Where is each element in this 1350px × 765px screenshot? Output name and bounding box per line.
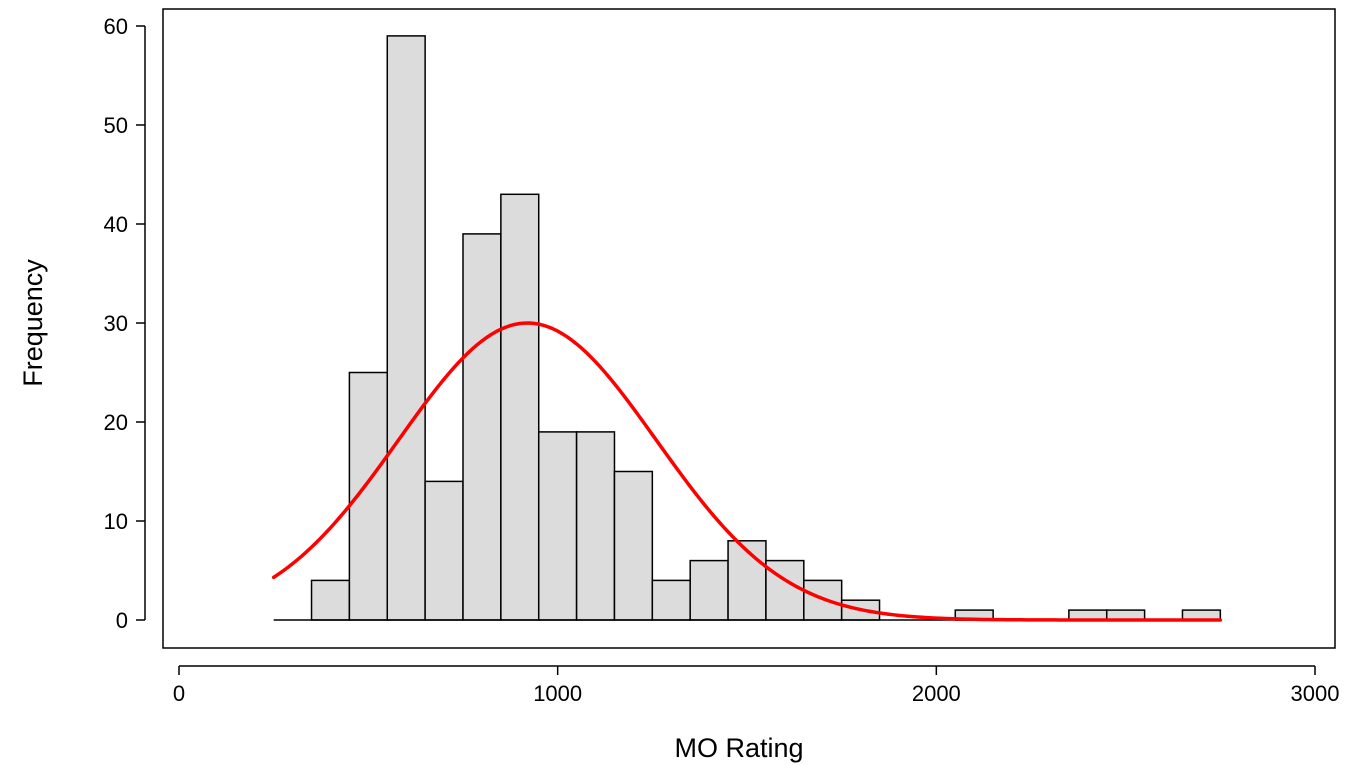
histogram-bar [310, 579, 351, 621]
x-tick-label: 3000 [1291, 681, 1340, 706]
histogram-bar [575, 431, 616, 621]
histogram-bar [689, 559, 729, 621]
y-tick-label: 20 [104, 410, 128, 435]
y-axis: 0 10 20 30 40 50 60 [104, 14, 146, 633]
histogram-bar [651, 579, 691, 621]
y-tick-label: 60 [104, 14, 128, 39]
y-tick-label: 0 [116, 608, 128, 633]
x-axis-title: MO Rating [674, 733, 803, 763]
x-tick-label: 1000 [533, 681, 582, 706]
y-tick-label: 40 [104, 212, 128, 237]
histogram-bar [613, 470, 654, 621]
histogram-bar [386, 35, 426, 621]
x-axis: 0 1000 2000 3000 [173, 665, 1340, 706]
y-tick-label: 10 [104, 509, 128, 534]
plot-frame [162, 8, 1336, 649]
histogram-bars [310, 35, 1222, 621]
y-axis-title: Frequency [18, 259, 48, 387]
y-tick-label: 50 [104, 113, 128, 138]
y-tick-label: 30 [104, 311, 128, 336]
histogram-bar [537, 431, 578, 621]
normal-fit-curve [271, 321, 1223, 622]
histogram-bar [424, 480, 464, 621]
x-tick-label: 2000 [912, 681, 961, 706]
histogram-bar [462, 233, 502, 621]
histogram-bar [500, 193, 540, 621]
x-tick-label: 0 [173, 681, 185, 706]
